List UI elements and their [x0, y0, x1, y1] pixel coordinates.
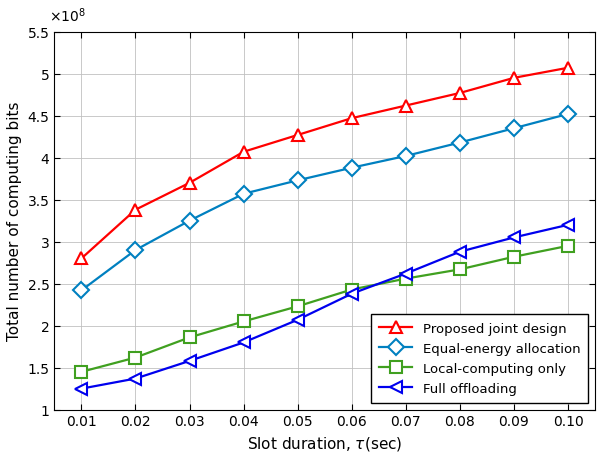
Line: Equal-energy allocation: Equal-energy allocation	[76, 109, 574, 296]
Local-computing only	[456, 267, 464, 273]
Full offloading	[456, 249, 464, 255]
Equal-energy allocation	[510, 126, 518, 132]
Local-computing only	[565, 244, 572, 249]
Local-computing only	[348, 287, 355, 293]
Line: Local-computing only: Local-computing only	[76, 241, 574, 378]
Proposed joint design	[348, 116, 355, 122]
Full offloading	[348, 291, 355, 297]
Proposed joint design	[456, 91, 464, 96]
Proposed joint design	[240, 150, 247, 155]
Equal-energy allocation	[402, 154, 409, 159]
Equal-energy allocation	[456, 140, 464, 146]
Full offloading	[240, 340, 247, 346]
Line: Full offloading: Full offloading	[76, 220, 574, 394]
Local-computing only	[186, 335, 193, 341]
Equal-energy allocation	[240, 191, 247, 197]
Proposed joint design	[186, 181, 193, 186]
Full offloading	[132, 376, 139, 381]
Local-computing only	[510, 254, 518, 260]
Full offloading	[186, 358, 193, 364]
Proposed joint design	[510, 76, 518, 81]
Equal-energy allocation	[565, 112, 572, 118]
Equal-energy allocation	[132, 248, 139, 253]
Line: Proposed joint design: Proposed joint design	[76, 63, 574, 264]
Legend: Proposed joint design, Equal-energy allocation, Local-computing only, Full offlo: Proposed joint design, Equal-energy allo…	[371, 314, 589, 403]
X-axis label: Slot duration, $\tau$(sec): Slot duration, $\tau$(sec)	[247, 434, 402, 452]
Full offloading	[565, 223, 572, 228]
Proposed joint design	[402, 104, 409, 109]
Proposed joint design	[565, 66, 572, 71]
Text: $\times 10^8$: $\times 10^8$	[49, 6, 86, 25]
Full offloading	[78, 386, 85, 392]
Equal-energy allocation	[78, 288, 85, 293]
Full offloading	[402, 271, 409, 277]
Local-computing only	[132, 355, 139, 360]
Full offloading	[510, 235, 518, 241]
Proposed joint design	[78, 256, 85, 262]
Local-computing only	[240, 319, 247, 325]
Proposed joint design	[294, 133, 301, 139]
Local-computing only	[78, 369, 85, 375]
Local-computing only	[402, 276, 409, 282]
Local-computing only	[294, 304, 301, 309]
Proposed joint design	[132, 207, 139, 213]
Full offloading	[294, 317, 301, 323]
Y-axis label: Total number of computing bits: Total number of computing bits	[7, 101, 22, 341]
Equal-energy allocation	[186, 218, 193, 224]
Equal-energy allocation	[348, 166, 355, 171]
Equal-energy allocation	[294, 178, 301, 184]
